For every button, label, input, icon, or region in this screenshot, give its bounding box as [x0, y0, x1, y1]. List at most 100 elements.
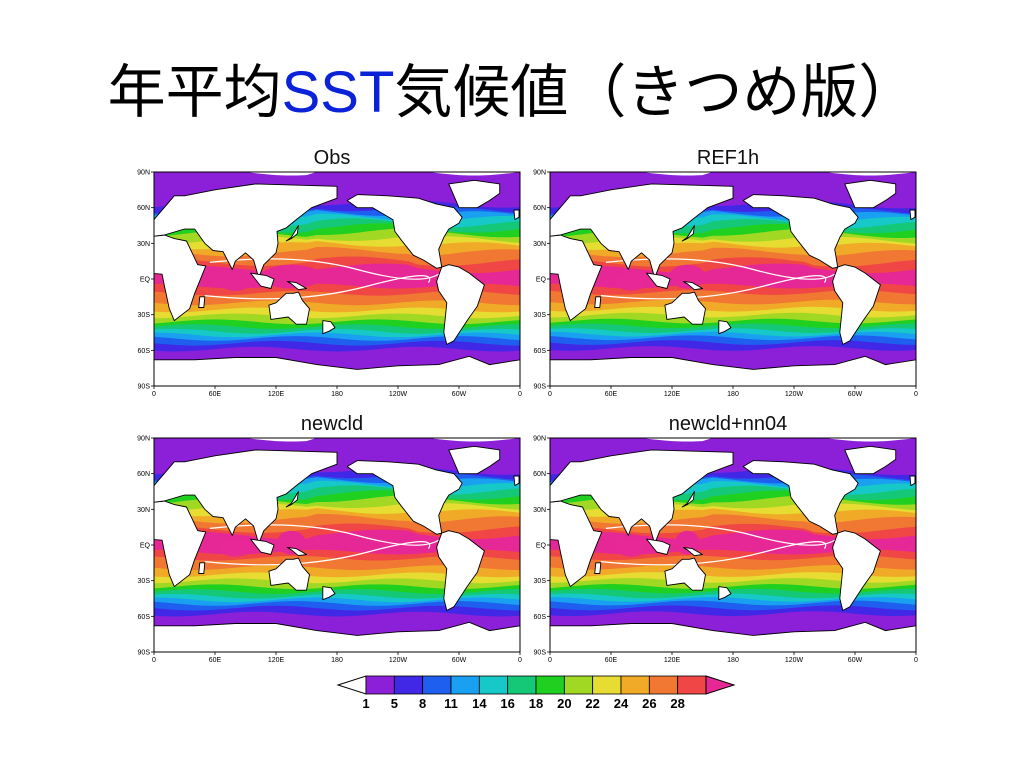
panel-title: REF1h	[696, 147, 760, 169]
land-mass	[646, 272, 671, 289]
lon-tick-label: 180	[727, 657, 739, 664]
colorbar-level-label: 24	[614, 696, 629, 711]
land-mass	[594, 296, 602, 308]
lon-tick-label: 120E	[268, 391, 285, 398]
lon-tick-label: 180	[331, 657, 343, 664]
isotherm-28	[204, 275, 431, 300]
land-mass	[513, 475, 520, 487]
colorbar-swatch	[478, 675, 509, 695]
colorbar-swatch	[393, 675, 424, 695]
lon-tick-label: 120E	[664, 391, 681, 398]
warm-pool-indian	[616, 271, 647, 291]
lon-tick-label: 120E	[268, 657, 285, 664]
title-accent: SST	[281, 60, 395, 125]
lat-tick-label: 90N	[533, 170, 546, 177]
colorbar-level-label: 20	[557, 696, 571, 711]
lon-tick-label: 0	[152, 657, 156, 664]
sst-field	[550, 438, 916, 652]
land-mass	[154, 234, 207, 322]
title-prefix: 年平均	[107, 58, 282, 126]
isotherm-28	[204, 541, 431, 566]
colorbar-level-label: 16	[500, 696, 514, 711]
colorbar-swatch	[365, 675, 395, 695]
land-mass	[718, 320, 732, 335]
colorbar-level-label: 1	[362, 696, 369, 711]
lat-tick-label: 30S	[138, 578, 151, 585]
land-mass	[909, 209, 916, 221]
land-mass	[844, 445, 897, 475]
warm-pool	[675, 530, 700, 555]
colorbar-swatch	[677, 675, 707, 695]
colorbar-swatch	[592, 675, 622, 695]
lat-tick-label: 90N	[533, 436, 546, 443]
colorbar-over-arrow	[705, 675, 736, 695]
land-mass	[250, 272, 275, 289]
panel-title: newcld+nn04	[668, 413, 788, 435]
land-mass	[550, 183, 734, 279]
land-mass	[286, 546, 307, 557]
lat-tick-label: 90S	[534, 650, 547, 657]
sst-field	[550, 172, 916, 386]
lat-tick-label: 60S	[138, 614, 151, 621]
land-mass	[682, 280, 703, 291]
land-mass	[550, 500, 603, 588]
lon-tick-label: 60E	[605, 391, 618, 398]
land-mass	[681, 225, 695, 242]
lat-tick-label: 60N	[533, 471, 546, 478]
lon-tick-label: 120W	[389, 657, 408, 664]
lat-tick-label: 60N	[137, 471, 150, 478]
land-mass	[909, 475, 916, 487]
lon-tick-label: 0	[518, 391, 522, 398]
lat-tick-label: 30S	[534, 312, 547, 319]
lat-tick-label: 30N	[137, 241, 150, 248]
colorbar-swatch	[450, 675, 480, 695]
colorbar: 1 5 8 11 14 16 18 20 22 24 26 28	[336, 675, 736, 711]
land-mass	[436, 264, 485, 345]
land-mass	[513, 209, 520, 221]
warm-pool-indian	[220, 537, 251, 557]
colorbar-swatch	[422, 675, 452, 695]
lat-tick-label: EQ	[140, 543, 151, 550]
lat-tick-label: EQ	[536, 543, 547, 550]
lon-tick-label: 60W	[452, 391, 467, 398]
lat-tick-label: 90S	[138, 384, 151, 391]
sst-field	[154, 438, 520, 652]
land-mass	[250, 538, 275, 555]
panel-newcld: newcld 90N 60N 30N EQ 30S 60S 90S 0 60E 120E 180 12…	[136, 412, 528, 668]
land-mass	[844, 179, 897, 209]
title-suffix: 気候値（きつめ版）	[394, 58, 917, 126]
colorbar-level-label: 8	[419, 696, 426, 711]
antarctica	[550, 355, 916, 386]
land-mass	[646, 538, 671, 555]
lat-tick-label: 60N	[533, 205, 546, 212]
lon-tick-label: 120E	[664, 657, 681, 664]
colorbar-level-label: 28	[670, 696, 684, 711]
sst-field	[154, 172, 520, 386]
lon-tick-label: 180	[331, 391, 343, 398]
land-mass	[448, 179, 501, 209]
panel-title: newcld	[300, 413, 364, 435]
lat-tick-label: 90S	[534, 384, 547, 391]
lat-tick-label: EQ	[140, 277, 151, 284]
land-mass	[346, 460, 463, 535]
land-mass	[742, 194, 859, 269]
lat-tick-label: 90N	[137, 170, 150, 177]
lat-tick-label: 60N	[137, 205, 150, 212]
lon-tick-label: 120W	[785, 657, 804, 664]
land-mass	[681, 491, 695, 508]
panel-title: Obs	[313, 147, 351, 169]
lon-tick-label: 60W	[452, 657, 467, 664]
antarctica	[154, 621, 520, 652]
colorbar-level-label: 22	[585, 696, 599, 711]
lon-tick-label: 180	[727, 391, 739, 398]
lat-tick-label: 60S	[534, 614, 547, 621]
antarctica	[154, 355, 520, 386]
colorbar-level-label: 11	[444, 696, 458, 711]
panel-ref1h: REF1h 90N 60N 30N EQ 30S 60S 90S 0 60E 120E 180 120…	[532, 146, 924, 402]
land-mass	[198, 296, 206, 308]
lon-tick-label: 120W	[785, 391, 804, 398]
